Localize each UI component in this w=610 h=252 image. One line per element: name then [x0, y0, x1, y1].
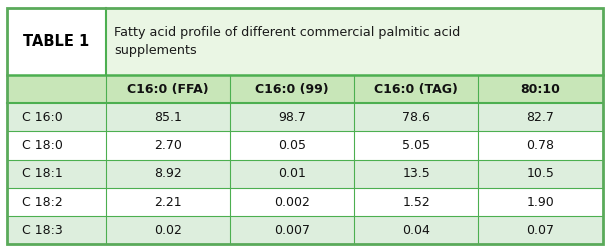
Text: 5.05: 5.05 — [402, 139, 430, 152]
Text: C16:0 (TAG): C16:0 (TAG) — [375, 83, 458, 96]
Text: C 18:3: C 18:3 — [22, 224, 63, 237]
Text: C16:0 (FFA): C16:0 (FFA) — [127, 83, 209, 96]
Text: 2.21: 2.21 — [154, 196, 182, 208]
Text: 13.5: 13.5 — [403, 167, 430, 180]
Text: 0.04: 0.04 — [403, 224, 430, 237]
Bar — [7, 160, 603, 188]
Text: C 18:1: C 18:1 — [22, 167, 63, 180]
Text: 78.6: 78.6 — [403, 111, 430, 124]
Bar — [7, 75, 603, 103]
Text: 80:10: 80:10 — [520, 83, 561, 96]
Text: Fatty acid profile of different commercial palmitic acid
supplements: Fatty acid profile of different commerci… — [115, 26, 461, 57]
Text: C 16:0: C 16:0 — [22, 111, 63, 124]
Text: 98.7: 98.7 — [278, 111, 306, 124]
Text: 0.002: 0.002 — [274, 196, 310, 208]
Text: 0.007: 0.007 — [274, 224, 310, 237]
Text: 0.78: 0.78 — [526, 139, 554, 152]
Text: C16:0 (99): C16:0 (99) — [255, 83, 329, 96]
Text: 10.5: 10.5 — [526, 167, 554, 180]
Text: 0.07: 0.07 — [526, 224, 554, 237]
Bar — [7, 103, 603, 131]
Text: 8.92: 8.92 — [154, 167, 182, 180]
Text: 2.70: 2.70 — [154, 139, 182, 152]
Text: 0.01: 0.01 — [278, 167, 306, 180]
Bar — [7, 8, 106, 75]
Text: C 18:2: C 18:2 — [22, 196, 63, 208]
Text: TABLE 1: TABLE 1 — [23, 34, 90, 49]
Text: 85.1: 85.1 — [154, 111, 182, 124]
Bar — [7, 188, 603, 216]
Text: 0.02: 0.02 — [154, 224, 182, 237]
Text: 1.52: 1.52 — [403, 196, 430, 208]
Bar — [7, 216, 603, 244]
Text: 82.7: 82.7 — [526, 111, 554, 124]
Text: C 18:0: C 18:0 — [22, 139, 63, 152]
Bar — [7, 131, 603, 160]
Text: 0.05: 0.05 — [278, 139, 306, 152]
Text: 1.90: 1.90 — [526, 196, 554, 208]
Bar — [106, 8, 603, 75]
